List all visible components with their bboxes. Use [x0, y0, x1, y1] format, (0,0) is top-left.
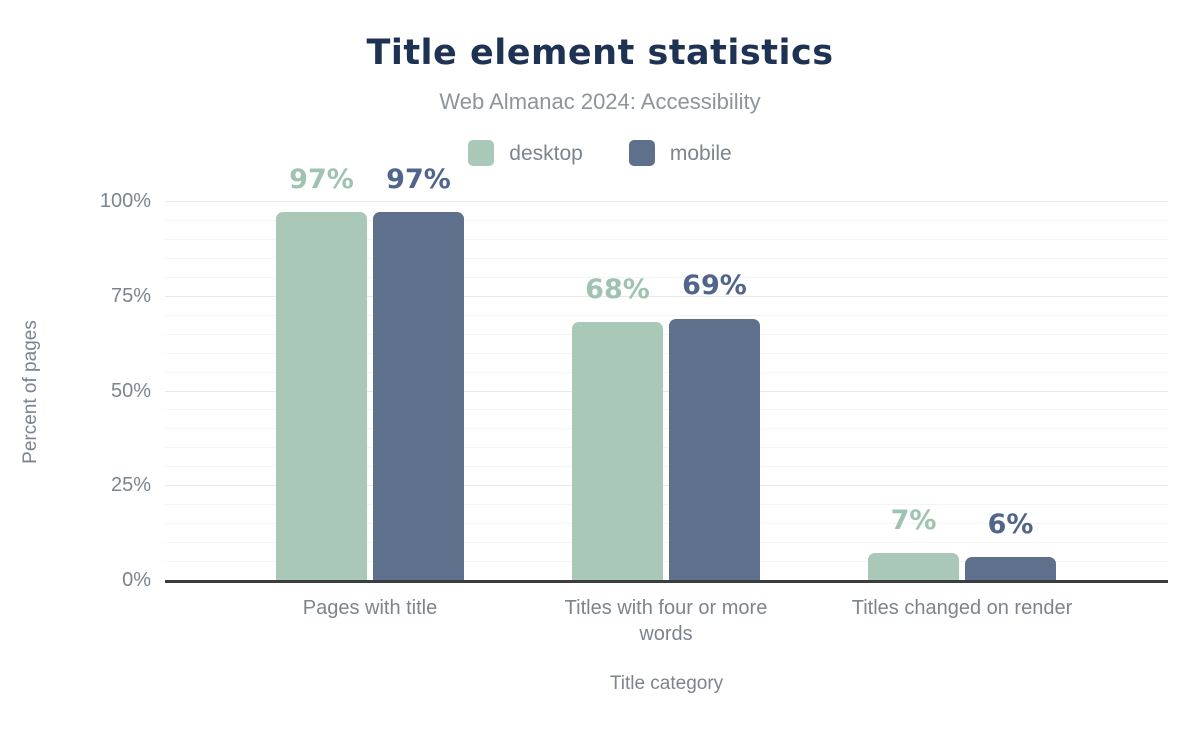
bar-mobile-2[interactable] [965, 557, 1056, 580]
gridline-95 [165, 219, 1168, 221]
gridline-85 [165, 257, 1168, 259]
bar-desktop-0[interactable] [276, 212, 367, 580]
value-label-desktop-2: 7% [890, 504, 937, 536]
bar-mobile-0[interactable] [373, 212, 464, 580]
bar-group-0: 97% 97% [222, 164, 518, 580]
x-category-label-text: Pages with title [302, 597, 438, 619]
legend-item-desktop[interactable]: desktop [468, 140, 583, 166]
barwrap-mobile-0: 97% [373, 164, 464, 580]
gridline-35 [165, 447, 1168, 449]
value-label-mobile-1: 69% [682, 269, 747, 301]
x-category-label-1: Titles with four or more words [518, 595, 814, 647]
legend-label: mobile [669, 141, 732, 165]
legend-item-mobile[interactable]: mobile [628, 140, 732, 166]
gridline-10 [165, 542, 1168, 544]
bar-group-1: 68% 69% [518, 201, 814, 580]
chart-subtitle: Web Almanac 2024: Accessibility [439, 89, 761, 114]
y-tick-0: 0% [122, 569, 151, 591]
x-category-label-0: Pages with title [222, 595, 518, 647]
y-axis-title: Percent of pages [0, 201, 62, 583]
barwrap-desktop-1: 68% [572, 274, 663, 580]
value-label-desktop-0: 97% [289, 163, 354, 195]
gridlines [165, 201, 1168, 580]
value-label-mobile-0: 97% [386, 163, 451, 195]
gridline-80 [165, 276, 1168, 278]
gridline-5 [165, 561, 1168, 563]
bar-mobile-1[interactable] [669, 318, 760, 580]
gridline-100 [165, 201, 1168, 202]
y-tick-100: 100% [99, 190, 151, 212]
bar-desktop-2[interactable] [868, 553, 959, 580]
bar-desktop-1[interactable] [572, 322, 663, 580]
legend-label: desktop [509, 141, 583, 165]
gridline-15 [165, 523, 1168, 525]
gridline-65 [165, 333, 1168, 335]
value-label-desktop-1: 68% [585, 273, 650, 305]
y-axis-title-text: Percent of pages [20, 320, 41, 464]
x-axis-labels: Pages with title Titles with four or more… [165, 583, 1168, 647]
y-tick-75: 75% [110, 284, 151, 307]
plot-area: 97% 97% 68% 69% 7% 6% [165, 164, 1168, 583]
gridline-40 [165, 428, 1168, 430]
gridline-75 [165, 295, 1168, 297]
bar-bands: 97% 97% 68% 69% 7% 6% [165, 164, 1168, 580]
y-tick-50: 50% [110, 379, 151, 402]
x-category-label-text: Titles changed on render [851, 597, 1073, 619]
gridline-90 [165, 238, 1168, 240]
barwrap-desktop-0: 97% [276, 164, 367, 580]
legend-swatch-mobile [628, 140, 655, 166]
gridline-50 [165, 390, 1168, 392]
gridline-55 [165, 371, 1168, 373]
legend: desktop mobile [0, 139, 1200, 167]
x-category-label-text: Titles with four or more words [564, 597, 768, 645]
chart-title: Title element statistics [366, 33, 834, 73]
legend-swatch-desktop [468, 140, 495, 166]
y-axis-ticks: 0% 25% 50% 75% 100% [62, 190, 165, 591]
y-tick-25: 25% [110, 474, 151, 497]
gridline-25 [165, 485, 1168, 487]
x-axis-title: Title category [609, 673, 724, 694]
gridline-70 [165, 314, 1168, 316]
chart-area: Percent of pages 0% 25% 50% 75% 100% 97% 97% 6… [0, 164, 1200, 695]
value-label-mobile-2: 6% [987, 508, 1034, 540]
gridline-20 [165, 504, 1168, 506]
bar-group-2: 7% 6% [814, 201, 1110, 580]
gridline-60 [165, 352, 1168, 354]
gridline-45 [165, 409, 1168, 411]
barwrap-mobile-1: 69% [669, 271, 760, 580]
barwrap-desktop-2: 7% [868, 506, 959, 580]
barwrap-mobile-2: 6% [965, 509, 1056, 580]
x-category-label-2: Titles changed on render [814, 595, 1110, 647]
gridline-30 [165, 466, 1168, 468]
